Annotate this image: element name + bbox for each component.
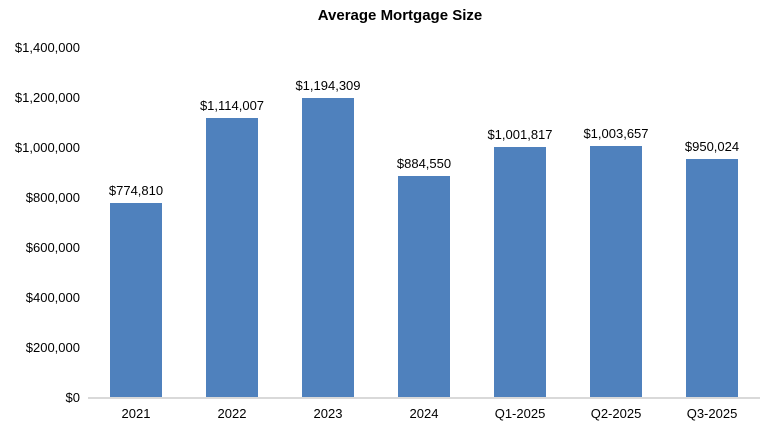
y-axis-tick-label: $600,000 — [25, 240, 80, 255]
x-axis-tick-label: 2021 — [121, 406, 151, 421]
bar-Q2-2025 — [590, 146, 642, 397]
x-axis-tick-label: Q2-2025 — [590, 406, 642, 421]
bar-value-label: $1,114,007 — [199, 98, 265, 114]
x-axis-line — [88, 397, 760, 399]
y-axis-tick-label: $800,000 — [25, 190, 80, 205]
bar-value-label: $884,550 — [396, 155, 452, 171]
bar-2024 — [398, 175, 450, 397]
x-axis-tick-label: 2024 — [409, 406, 439, 421]
bar-2021 — [110, 203, 162, 397]
bar-value-label: $1,001,817 — [487, 126, 553, 142]
bar-2023 — [302, 98, 354, 397]
bar-Q3-2025 — [686, 159, 738, 397]
x-axis-tick-label: Q3-2025 — [686, 406, 738, 421]
bar-value-label: $774,810 — [108, 183, 164, 199]
bar-value-label: $1,194,309 — [295, 78, 361, 94]
x-axis-tick-label: 2023 — [313, 406, 343, 421]
y-axis-tick-label: $0 — [65, 390, 80, 405]
bar-2022 — [206, 118, 258, 397]
y-axis-tick-label: $1,400,000 — [14, 40, 80, 55]
bar-value-label: $950,024 — [684, 139, 740, 155]
y-axis-tick-label: $200,000 — [25, 340, 80, 355]
y-axis-tick-label: $1,200,000 — [14, 90, 80, 105]
y-axis-tick-label: $1,000,000 — [14, 140, 80, 155]
bar-value-label: $1,003,657 — [583, 126, 649, 142]
x-axis-tick-label: Q1-2025 — [494, 406, 546, 421]
y-axis-tick-label: $400,000 — [25, 290, 80, 305]
chart-title: Average Mortgage Size — [317, 7, 483, 24]
bar-Q1-2025 — [494, 146, 546, 397]
x-axis-tick-label: 2022 — [217, 406, 247, 421]
